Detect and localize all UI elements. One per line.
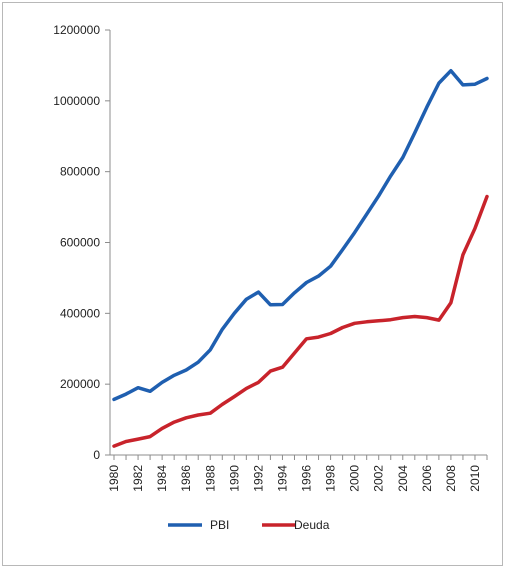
legend-label-deuda: Deuda bbox=[294, 518, 330, 532]
legend: PBI Deuda bbox=[168, 518, 330, 532]
series-line-deuda bbox=[112, 194, 489, 448]
series-layer bbox=[112, 68, 489, 448]
x-tick-label: 1992 bbox=[251, 465, 265, 492]
x-tick-label: 1998 bbox=[324, 465, 338, 492]
x-tick-label: 1988 bbox=[203, 465, 217, 492]
y-tick-label: 200000 bbox=[60, 377, 100, 391]
x-tick-label: 1980 bbox=[107, 465, 121, 492]
y-tick-label: 600000 bbox=[60, 236, 100, 250]
x-tick-label: 1982 bbox=[131, 465, 145, 492]
x-tick-label: 2010 bbox=[468, 465, 482, 492]
x-tick-label: 2006 bbox=[420, 465, 434, 492]
y-tick-label: 400000 bbox=[60, 306, 100, 320]
x-tick-label: 2002 bbox=[372, 465, 386, 492]
y-tick-label: 800000 bbox=[60, 165, 100, 179]
axes: 0 200000 400000 600000 800000 1000000 1200000 1… bbox=[53, 23, 488, 492]
legend-label-pbi: PBI bbox=[210, 518, 229, 532]
x-tick-label: 2008 bbox=[444, 465, 458, 492]
x-tick-label: 2004 bbox=[396, 465, 410, 492]
y-tick-label: 0 bbox=[93, 448, 100, 462]
y-tick-label: 1000000 bbox=[53, 94, 100, 108]
series-line-pbi bbox=[112, 68, 489, 402]
x-tick-label: 1994 bbox=[275, 465, 289, 492]
x-tick-label: 1984 bbox=[155, 465, 169, 492]
y-tick-label: 1200000 bbox=[53, 23, 100, 37]
x-tick-label: 1996 bbox=[300, 465, 314, 492]
x-tick-label: 2000 bbox=[348, 465, 362, 492]
x-tick-label: 1990 bbox=[227, 465, 241, 492]
x-tick-label: 1986 bbox=[179, 465, 193, 492]
